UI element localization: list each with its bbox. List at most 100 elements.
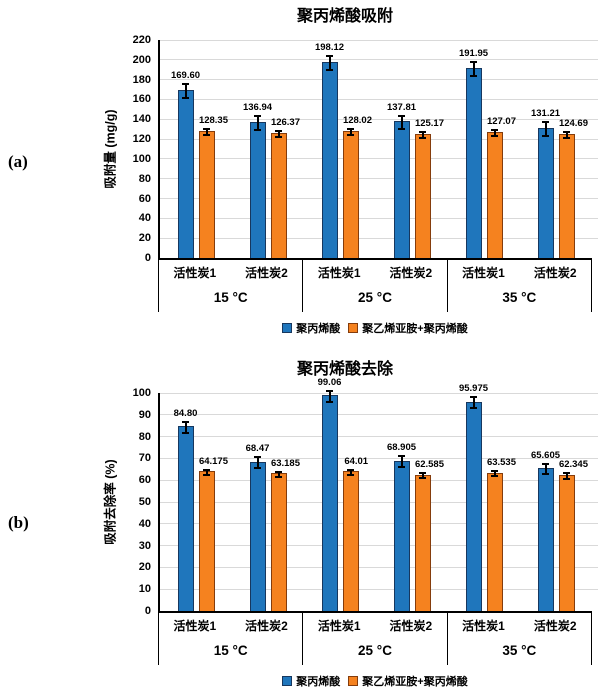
y-tick-label: 220 [132,34,151,46]
temperature-label: 15 °C [213,290,248,305]
error-bar [491,469,498,478]
value-label: 62.585 [414,458,445,470]
chart-a-y-axis-title: 吸附量 (mg/g) [98,40,120,258]
gridline [160,178,598,180]
chart-b-y-axis-ticks: 0 10 20 30 40 50 60 70 80 90 100 [120,387,158,617]
value-label: 137.81 [386,101,417,113]
gridline [160,59,598,61]
value-label: 64.175 [198,455,229,467]
legend-swatch-series2 [348,323,359,333]
bar-series2: 62.585 [414,459,444,611]
bar-cell: 191.95 127.07 [448,40,520,258]
error-bar [470,396,477,410]
bar-series1: 68.905 [387,442,416,611]
y-tick-label: 200 [132,53,151,66]
value-label: 95.975 [458,383,489,395]
bar-series1: 136.94 [243,102,272,258]
value-label: 68.905 [386,442,417,454]
bar-series1: 95.975 [459,383,488,611]
y-tick-label: 120 [132,133,151,146]
value-label: 65.605 [530,449,561,461]
gridline [160,39,598,41]
temperature-label: 15 °C [213,643,248,658]
category-label: 活性炭1 [173,266,217,280]
legend-swatch-series1 [282,323,293,333]
gridline [160,79,598,81]
bar-group: 169.60 128.35 136.94 126.37 [160,40,304,258]
y-tick-label: 140 [132,113,151,126]
chart-b-body: 吸附去除率 (%) 0 10 20 30 40 50 60 70 80 90 100 84.80 64… [98,377,598,617]
bar-series1: 131.21 [531,108,560,258]
bar-cell: 137.81 125.17 [376,40,448,258]
y-tick-label: 60 [138,192,151,205]
value-label: 169.60 [170,70,201,82]
bar-group: 198.12 128.02 137.81 125.17 [304,40,448,258]
legend-swatch-series2 [348,676,359,686]
error-bar [419,471,426,480]
gridline [160,523,598,525]
error-bar [398,114,405,131]
chart-a-body: 吸附量 (mg/g) 0 20 40 60 80 100 120 140 160 180 200 22… [98,34,598,264]
y-axis-title-text: 吸附去除率 (%) [103,459,118,545]
error-bar [182,420,189,434]
y-tick-label: 60 [138,474,151,487]
error-bar [203,127,210,136]
error-bar [347,128,354,137]
error-bar [203,468,210,476]
value-label: 126.37 [270,116,301,128]
y-tick-label: 180 [132,73,151,86]
chart-a-plot-area: 169.60 128.35 136.94 126.37 198.12 128.02 137.… [158,39,598,258]
value-label: 131.21 [530,108,561,120]
error-bar [470,60,477,77]
category-label: 活性炭2 [533,266,577,280]
gridline [160,457,598,459]
y-tick-label: 20 [138,232,151,245]
y-tick-label: 20 [138,561,151,574]
legend-label: 聚乙烯亚胺+聚丙烯酸 [362,676,468,688]
value-label: 62.345 [558,459,589,471]
gridline [160,588,598,590]
value-label: 191.95 [458,47,489,59]
temperature-label: 25 °C [358,290,392,305]
bar-cell: 68.905 62.585 [376,393,448,611]
y-tick-label: 10 [138,583,151,596]
bar-series2: 125.17 [414,118,444,258]
y-tick-label: 80 [138,430,151,443]
chart-a-legend: 聚丙烯酸 聚乙烯亚胺+聚丙烯酸 [158,320,592,336]
gridline [160,118,598,120]
category-label: 活性炭1 [173,619,217,633]
bar-cell: 84.80 64.175 [160,393,232,611]
chart-a-category-axis: 活性炭1 活性炭2 15 °C 活性炭1 活性炭2 25 °C 活性炭1 活性炭2 35 °C [158,258,592,312]
error-bar [419,131,426,139]
gridline [160,138,598,140]
value-label: 99.06 [317,376,342,388]
gridline [160,566,598,568]
chart-a-title: 聚丙烯酸吸附 [296,8,393,25]
category-row: 活性炭1 活性炭2 [303,613,446,639]
gridline [160,198,598,200]
category-label: 活性炭2 [389,619,433,633]
gridline [160,98,598,100]
y-tick-label: 100 [132,387,151,399]
bar-cell: 68.47 63.185 [232,393,304,611]
y-tick-label: 50 [138,496,151,508]
error-bar [275,470,282,479]
y-tick-label: 100 [132,152,151,165]
bar-series2: 62.345 [558,459,588,611]
bar-cell: 131.21 124.69 [520,40,592,258]
value-label: 125.17 [414,118,445,129]
chart-b: 聚丙烯酸去除 吸附去除率 (%) 0 10 20 30 40 50 60 70 80 90 100 … [98,359,598,689]
bar-group: 191.95 127.07 131.21 124.69 [448,40,592,258]
category-group: 活性炭1 活性炭2 35 °C [446,260,592,312]
category-row: 活性炭1 活性炭2 [448,613,591,639]
error-bar [491,129,498,137]
value-label: 84.80 [173,407,198,419]
bar-cell: 99.06 64.01 [304,377,376,611]
y-tick-label: 40 [138,212,151,225]
y-tick-label: 0 [144,252,151,264]
bar-series2: 126.37 [270,117,300,258]
panel-label-b: (b) [8,513,29,532]
error-bar [254,456,261,470]
gridline [160,158,598,160]
y-tick-label: 30 [138,539,151,552]
